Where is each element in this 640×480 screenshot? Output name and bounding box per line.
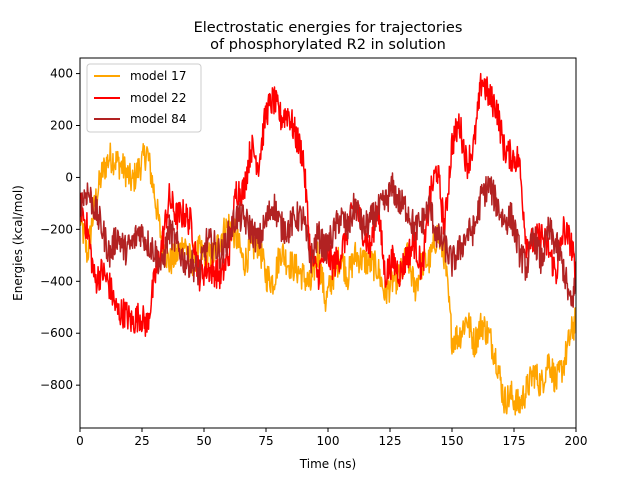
x-tick-label: 100: [317, 434, 340, 448]
series-layer: [80, 72, 576, 416]
x-tick-label: 150: [441, 434, 464, 448]
legend-box: [86, 63, 202, 133]
x-axis-label: Time (ns): [299, 457, 356, 471]
y-tick-label: −200: [40, 222, 73, 236]
chart-title-line-2: of phosphorylated R2 in solution: [210, 37, 446, 53]
x-tick-label: 25: [134, 434, 149, 448]
plot-area: [79, 57, 577, 429]
x-axis-ticks: 0 25 50 75 100 125 150 175 200: [76, 428, 587, 448]
x-tick-label: 50: [196, 434, 211, 448]
legend-label-model-22: model 22: [130, 91, 186, 105]
y-tick-label: −800: [40, 378, 73, 392]
y-tick-label: −400: [40, 274, 73, 288]
series-line-model-22: [80, 72, 576, 337]
y-tick-label: 200: [50, 119, 73, 133]
x-tick-label: 0: [76, 434, 84, 448]
x-tick-label: 200: [565, 434, 588, 448]
y-axis-label: Energies (kcal/mol): [11, 185, 25, 301]
legend: model 17 model 22 model 84: [86, 63, 202, 133]
x-tick-label: 175: [503, 434, 526, 448]
x-tick-label: 125: [379, 434, 402, 448]
series-line-model-84: [80, 172, 576, 308]
x-tick-label: 75: [258, 434, 273, 448]
y-tick-label: 0: [65, 170, 73, 184]
y-tick-label: 400: [50, 67, 73, 81]
y-tick-label: −600: [40, 326, 73, 340]
legend-label-model-17: model 17: [130, 69, 186, 83]
legend-label-model-84: model 84: [130, 112, 186, 126]
chart-title-line-1: Electrostatic energies for trajectories: [194, 20, 463, 36]
y-axis-ticks: −800 −600 −400 −200 0 200 400: [40, 67, 80, 392]
